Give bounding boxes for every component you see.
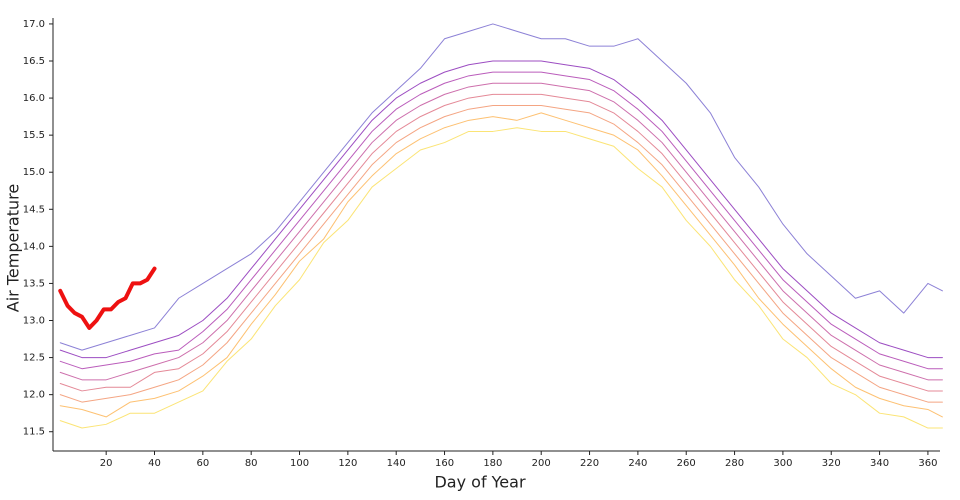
x-tick-label: 300	[773, 458, 792, 469]
y-tick-label: 13.0	[23, 316, 45, 327]
y-tick-label: 12.5	[23, 353, 45, 364]
series-line	[59, 82, 943, 381]
series-line	[58, 266, 157, 330]
x-tick-label: 100	[290, 458, 309, 469]
x-tick-label: 220	[580, 458, 599, 469]
x-tick-label: 120	[338, 458, 357, 469]
x-tick-label: 80	[245, 458, 258, 469]
series-line	[59, 104, 943, 403]
x-tick-label: 200	[532, 458, 551, 469]
x-tick-label: 160	[435, 458, 454, 469]
y-tick-label: 16.0	[23, 93, 45, 104]
x-tick-label: 60	[196, 458, 209, 469]
y-tick-label: 15.5	[23, 130, 45, 141]
x-tick-label: 180	[483, 458, 502, 469]
series-line	[59, 127, 943, 429]
series-line	[59, 23, 943, 351]
series-line	[59, 71, 943, 370]
x-axis-title: Day of Year	[434, 473, 525, 492]
y-axis-title: Air Temperature	[4, 184, 23, 312]
x-tick-label: 360	[918, 458, 937, 469]
y-tick-label: 12.0	[23, 390, 45, 401]
x-tick-label: 280	[725, 458, 744, 469]
x-tick-label: 320	[822, 458, 841, 469]
x-tick-label: 20	[100, 458, 113, 469]
x-tick-label: 260	[677, 458, 696, 469]
series-line	[59, 93, 943, 392]
y-tick-label: 14.0	[23, 241, 45, 252]
y-tick-label: 11.5	[23, 427, 45, 438]
x-tick-label: 40	[148, 458, 161, 469]
y-tick-label: 17.0	[23, 19, 45, 30]
series-line	[59, 112, 943, 418]
x-tick-label: 240	[628, 458, 647, 469]
x-tick-label: 340	[870, 458, 889, 469]
y-tick-label: 15.0	[23, 167, 45, 178]
y-tick-label: 14.5	[23, 204, 45, 215]
y-tick-label: 16.5	[23, 56, 45, 67]
x-tick-label: 140	[387, 458, 406, 469]
y-tick-label: 13.5	[23, 278, 45, 289]
series-line	[59, 60, 943, 359]
